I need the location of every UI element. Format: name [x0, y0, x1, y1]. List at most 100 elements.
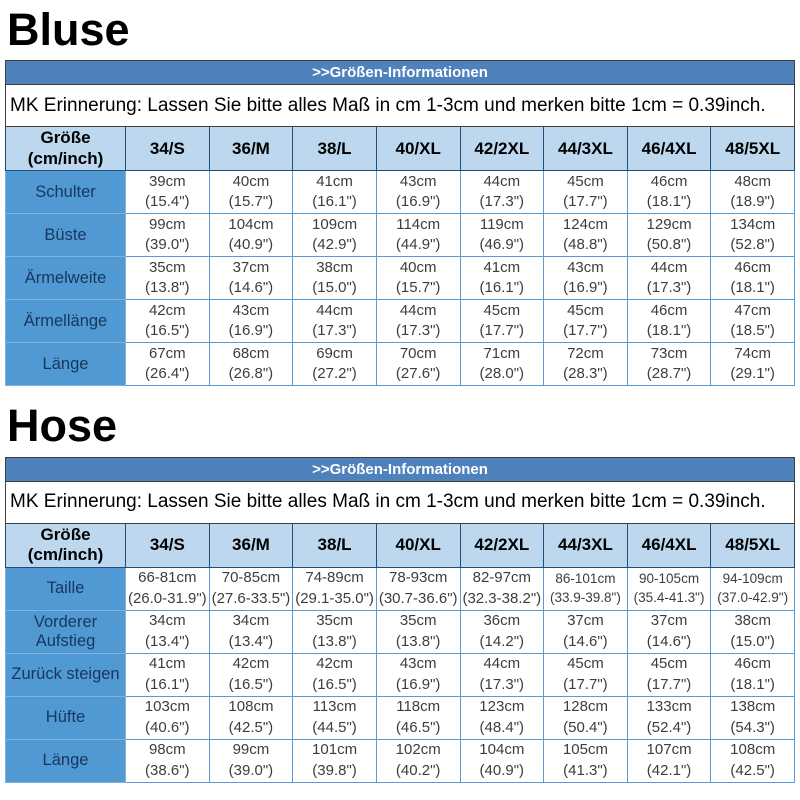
inch-value: (42.9") — [312, 236, 357, 254]
cm-value: 47cm — [734, 301, 772, 319]
measurement-cell: 38cm (15.0") — [292, 256, 377, 301]
size-header-cell: 48/5XL — [710, 126, 795, 172]
cm-value: 78-93cm — [389, 568, 448, 586]
measurement-cell: 70cm (27.6") — [375, 342, 461, 387]
inch-value: (17.7") — [479, 322, 525, 340]
row-label-cell: Länge — [5, 738, 126, 783]
inch-value: (30.7-36.6") — [378, 589, 458, 607]
size-header-cell: 40/XL — [375, 126, 461, 172]
cm-value: 35cm — [316, 611, 353, 629]
cm-value: 45cm — [567, 654, 604, 672]
inch-value: (13.8") — [145, 279, 190, 297]
inch-value: (50.4") — [563, 718, 608, 736]
cm-value: 40cm — [399, 258, 437, 276]
reminder-text: MK Erinnerung: Lassen Sie bitte alles Ma… — [5, 480, 795, 524]
inch-value: (18.9") — [730, 193, 775, 211]
cm-value: 41cm — [148, 654, 186, 672]
cm-value: 46cm — [734, 654, 772, 672]
cm-value: 35cm — [399, 611, 437, 629]
inch-value: (40.9") — [479, 761, 525, 779]
measurement-cell: 43cm (16.9") — [375, 170, 461, 215]
inch-value: (40.2") — [395, 761, 441, 779]
cm-value: 68cm — [232, 344, 270, 362]
measurement-cell: 78-93cm (30.7-36.6") — [375, 566, 461, 611]
inch-value: (15.7") — [395, 279, 441, 297]
cm-value: 41cm — [316, 172, 353, 190]
cm-value: 44cm — [650, 258, 688, 276]
cm-value: 99cm — [232, 740, 270, 758]
cm-value: 73cm — [650, 344, 688, 362]
measurement-cell: 104cm (40.9") — [459, 738, 545, 783]
cm-value: 42cm — [148, 301, 186, 319]
measurement-cell: 73cm (28.7") — [626, 342, 712, 387]
measurement-cell: 70-85cm (27.6-33.5") — [208, 566, 294, 611]
inch-value: (27.2") — [312, 365, 357, 383]
measurement-cell: 119cm (46.9") — [459, 213, 545, 258]
column-header-row: Größe (cm/inch) 34/S 36/M 38/L 40/XL 42/2XL 44/… — [5, 522, 795, 568]
inch-value: (16.1") — [479, 279, 525, 297]
measurement-cell: 113cm (44.5") — [292, 695, 377, 740]
size-header-cell: 34/S — [125, 522, 210, 568]
cm-value: 128cm — [562, 697, 608, 715]
measurement-cell: 46cm (18.1") — [626, 299, 712, 344]
inch-value: (44.9") — [395, 236, 441, 254]
cm-value: 44cm — [483, 654, 521, 672]
measurement-cell: 44cm (17.3") — [292, 299, 377, 344]
inch-value: (18.1") — [646, 322, 692, 340]
row-label-cell: Schulter — [5, 170, 126, 215]
row-label-cell: Länge — [5, 342, 126, 387]
cm-value: 105cm — [562, 740, 608, 758]
cm-value: 44cm — [399, 301, 437, 319]
cm-value: 43cm — [399, 172, 437, 190]
cm-value: 45cm — [650, 654, 688, 672]
measurement-cell: 71cm (28.0") — [459, 342, 545, 387]
measurement-cell: 99cm (39.0") — [125, 213, 210, 258]
measurement-cell: 43cm (16.9") — [208, 299, 294, 344]
inch-value: (14.2") — [479, 632, 525, 650]
cm-value: 74-89cm — [305, 568, 364, 586]
inch-value: (44.5") — [312, 718, 357, 736]
cm-value: 46cm — [734, 258, 772, 276]
size-header-cell: 38/L — [292, 126, 377, 172]
measurement-cell: 48cm (18.9") — [710, 170, 795, 215]
measurement-cell: 35cm (13.8") — [375, 609, 461, 654]
inch-value: (18.1") — [646, 193, 692, 211]
inch-value: (42.5") — [730, 761, 775, 779]
measurement-cell: 134cm (52.8") — [710, 213, 795, 258]
cm-value: 114cm — [396, 215, 441, 233]
inch-value: (54.3") — [730, 718, 775, 736]
inch-value: (26.4") — [145, 365, 190, 383]
cm-value: 67cm — [148, 344, 186, 362]
measurement-cell: 103cm (40.6") — [125, 695, 210, 740]
cm-value: 109cm — [312, 215, 358, 233]
measurement-cell: 128cm (50.4") — [543, 695, 628, 740]
inch-value: (48.8") — [563, 236, 608, 254]
measurement-cell: 38cm (15.0") — [710, 609, 795, 654]
cm-value: 101cm — [312, 740, 358, 758]
cm-value: 38cm — [316, 258, 353, 276]
row-label-cell: Taille — [5, 566, 126, 611]
cm-value: 34cm — [232, 611, 270, 629]
cm-value: 35cm — [148, 258, 186, 276]
inch-value: (42.5") — [228, 718, 274, 736]
inch-value: (32.3-38.2") — [462, 589, 542, 607]
measurement-row: Zurück steigen 41cm (16.1") 42cm (16.5") 42cm… — [5, 652, 795, 697]
measurement-cell: 45cm (17.7") — [543, 170, 628, 215]
measurement-cell: 44cm (17.3") — [459, 652, 545, 697]
inch-value: (26.0-31.9") — [127, 589, 207, 607]
reminder-row: MK Erinnerung: Lassen Sie bitte alles Ma… — [5, 480, 795, 524]
measurement-cell: 129cm (50.8") — [626, 213, 712, 258]
measurement-row: Länge 98cm (38.6") 99cm (39.0") 101cm (39.8") 1… — [5, 738, 795, 783]
cm-value: 134cm — [730, 215, 776, 233]
cm-value: 69cm — [316, 344, 353, 362]
size-header-cell: 42/2XL — [459, 126, 545, 172]
measurement-cell: 39cm (15.4") — [125, 170, 210, 215]
measurement-cell: 45cm (17.7") — [543, 652, 628, 697]
inch-value: (16.9") — [395, 675, 441, 693]
measurement-cell: 37cm (14.6") — [626, 609, 712, 654]
cm-value: 38cm — [734, 611, 772, 629]
measurement-row: Hüfte 103cm (40.6") 108cm (42.5") 113cm (44.5"… — [5, 695, 795, 740]
inch-value: (29.1") — [730, 365, 775, 383]
cm-value: 37cm — [567, 611, 604, 629]
measurement-cell: 42cm (16.5") — [292, 652, 377, 697]
